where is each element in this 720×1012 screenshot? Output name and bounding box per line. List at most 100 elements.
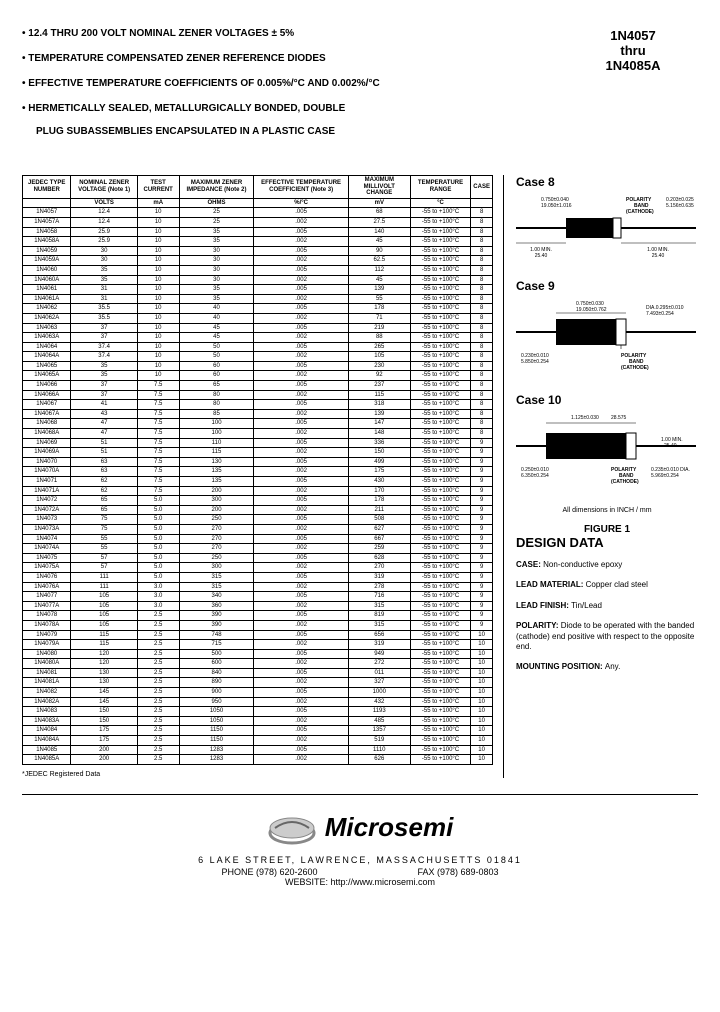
table-row: 1N4076A1113.0315.002278-55 to +100°C9 <box>23 582 493 592</box>
table-row: 1N4070637.5130.005499-55 to +100°C9 <box>23 457 493 467</box>
website: WEBSITE: http://www.microsemi.com <box>22 877 698 887</box>
table-row: 1N4061311035.005139-55 to +100°C8 <box>23 285 493 295</box>
case-10-block: Case 10 1.125±0.030 28.575 1.00 MIN. 25.… <box>516 393 698 493</box>
table-row: 1N4057A12.41025.00227.5-55 to +100°C8 <box>23 217 493 227</box>
col-zz: MAXIMUM ZENER IMPEDANCE (Note 2) <box>179 176 254 199</box>
table-body: 1N405712.41025.00568-55 to +100°C81N4057… <box>23 208 493 764</box>
divider <box>22 794 698 795</box>
svg-text:(CATHODE): (CATHODE) <box>626 209 654 215</box>
table-row: 1N4061A311035.00255-55 to +100°C8 <box>23 294 493 304</box>
part-range: 1N4057 thru 1N4085A <box>568 18 698 147</box>
design-lead-material: LEAD MATERIAL: Copper clad steel <box>516 580 698 590</box>
figure-region: Case 8 1.00 MIN. 25.40 1.00 MIN. 25.40 0… <box>503 175 698 778</box>
case-8-block: Case 8 1.00 MIN. 25.40 1.00 MIN. 25.40 0… <box>516 175 698 265</box>
table-row: 1N4071A627.5200.002170-55 to +100°C9 <box>23 486 493 496</box>
table-row: 1N4083A1502.51050.002485-55 to +100°C10 <box>23 716 493 726</box>
table-row: 1N4072655.0300.005178-55 to +100°C9 <box>23 496 493 506</box>
table-row: 1N4058A25.91035.00245-55 to +100°C8 <box>23 237 493 247</box>
table-row: 1N4074A555.0270.002259-55 to +100°C9 <box>23 544 493 554</box>
company-name: Microsemi <box>325 812 454 843</box>
case-9-block: Case 9 0.750±0.030 19.050±0.762 DIA.0.29… <box>516 279 698 379</box>
svg-text:25.40: 25.40 <box>535 253 548 259</box>
table-row: 1N4066377.565.005237-55 to +100°C8 <box>23 381 493 391</box>
table-row: 1N4079A1152.5715.002319-55 to +100°C10 <box>23 640 493 650</box>
table-row: 1N4063371045.005219-55 to +100°C8 <box>23 323 493 333</box>
phone: PHONE (978) 620-2600 <box>221 867 317 877</box>
main-row: JEDEC TYPE NUMBER NOMINAL ZENER VOLTAGE … <box>22 175 698 778</box>
fax: FAX (978) 689-0803 <box>418 867 499 877</box>
table-row: 1N40791152.5748.005656-55 to +100°C10 <box>23 630 493 640</box>
design-polarity: POLARITY: Diode to be operated with the … <box>516 621 698 652</box>
svg-text:25.40: 25.40 <box>652 253 665 259</box>
table-row: 1N4059A301030.00262.5-55 to +100°C8 <box>23 256 493 266</box>
logo-row: Microsemi <box>22 811 698 845</box>
case-8-diagram: 1.00 MIN. 25.40 1.00 MIN. 25.40 0.750±0.… <box>516 193 696 263</box>
col-vz: NOMINAL ZENER VOLTAGE (Note 1) <box>71 176 137 199</box>
table-row: 1N4080A1202.5600.002272-55 to +100°C10 <box>23 659 493 669</box>
table-row: 1N40811302.5840.005011-55 to +100°C10 <box>23 668 493 678</box>
table-row: 1N4068477.5100.005147-55 to +100°C8 <box>23 419 493 429</box>
col-tc: EFFECTIVE TEMPERATURE COEFFICIENT (Note … <box>254 176 348 199</box>
table-row: 1N40761115.0315.005319-55 to +100°C9 <box>23 572 493 582</box>
table-row: 1N4068A477.5100.002148-55 to +100°C8 <box>23 429 493 439</box>
table-row: 1N4069A517.5115.002150-55 to +100°C9 <box>23 448 493 458</box>
case-10-diagram: 1.125±0.030 28.575 1.00 MIN. 25.40 0.250… <box>516 411 696 491</box>
table-row: 1N4067A437.585.002139-55 to +100°C8 <box>23 409 493 419</box>
svg-text:1.125±0.030: 1.125±0.030 <box>571 415 599 421</box>
case-9-title: Case 9 <box>516 279 698 293</box>
table-row: 1N4075575.0250.005628-55 to +100°C9 <box>23 553 493 563</box>
svg-text:5.850±0.254: 5.850±0.254 <box>521 359 549 365</box>
table-row: 1N4073A755.0270.002627-55 to +100°C9 <box>23 524 493 534</box>
header-row-units: VOLTS mA OHMS %/°C mV °C <box>23 198 493 208</box>
svg-text:7.493±0.254: 7.493±0.254 <box>646 311 674 317</box>
svg-text:6.350±0.254: 6.350±0.254 <box>521 473 549 479</box>
table-row: 1N4060351030.005112-55 to +100°C8 <box>23 265 493 275</box>
bullet-3: EFFECTIVE TEMPERATURE COEFFICIENTS OF 0.… <box>22 76 568 91</box>
svg-text:(CATHODE): (CATHODE) <box>611 479 639 485</box>
table-note: *JEDEC Registered Data <box>22 771 493 778</box>
table-row: 1N4081A1302.5890.002327-55 to +100°C10 <box>23 678 493 688</box>
table-row: 1N40831502.51050.0051193-55 to +100°C10 <box>23 707 493 717</box>
case-9-diagram: 0.750±0.030 19.050±0.762 DIA.0.295±0.010… <box>516 297 696 377</box>
address: 6 LAKE STREET, LAWRENCE, MASSACHUSETTS 0… <box>22 855 698 865</box>
table-row: 1N40771053.0340.005716-55 to +100°C9 <box>23 592 493 602</box>
table-row: 1N4075A575.0300.002270-55 to +100°C9 <box>23 563 493 573</box>
case-8-title: Case 8 <box>516 175 698 189</box>
header-row-1: JEDEC TYPE NUMBER NOMINAL ZENER VOLTAGE … <box>23 176 493 199</box>
svg-text:25.40: 25.40 <box>664 443 677 449</box>
design-lead-finish: LEAD FINISH: Tin/Lead <box>516 601 698 611</box>
col-temp: TEMPERATURE RANGE <box>410 176 470 199</box>
part-from: 1N4057 <box>568 28 698 43</box>
spec-table: JEDEC TYPE NUMBER NOMINAL ZENER VOLTAGE … <box>22 175 493 765</box>
table-row: 1N40781052.5390.005819-55 to +100°C9 <box>23 611 493 621</box>
table-row: 1N406437.41050.005265-55 to +100°C8 <box>23 342 493 352</box>
col-jedec: JEDEC TYPE NUMBER <box>23 176 71 199</box>
table-row: 1N4071627.5135.005430-55 to +100°C9 <box>23 477 493 487</box>
figure-label: FIGURE 1 <box>516 524 698 535</box>
table-region: JEDEC TYPE NUMBER NOMINAL ZENER VOLTAGE … <box>22 175 503 778</box>
table-row: 1N4069517.5110.005336-55 to +100°C9 <box>23 438 493 448</box>
bullet-1: 12.4 THRU 200 VOLT NOMINAL ZENER VOLTAGE… <box>22 26 568 41</box>
table-row: 1N40852002.51283.0051110-55 to +100°C10 <box>23 745 493 755</box>
table-row: 1N406235.51040.005178-55 to +100°C8 <box>23 304 493 314</box>
table-row: 1N4062A35.51040.00271-55 to +100°C8 <box>23 313 493 323</box>
table-row: 1N4072A655.0200.002211-55 to +100°C9 <box>23 505 493 515</box>
table-row: 1N4070A637.5135.002175-55 to +100°C9 <box>23 467 493 477</box>
table-row: 1N4059301030.00590-55 to +100°C8 <box>23 246 493 256</box>
design-mounting: MOUNTING POSITION: Any. <box>516 662 698 672</box>
table-row: 1N4064A37.41050.002105-55 to +100°C8 <box>23 352 493 362</box>
part-mid: thru <box>568 43 698 58</box>
case-10-title: Case 10 <box>516 393 698 407</box>
header-row: 12.4 THRU 200 VOLT NOMINAL ZENER VOLTAGE… <box>22 18 698 147</box>
design-case: CASE: Non-conductive epoxy <box>516 560 698 570</box>
table-row: 1N4082A1452.5950.002432-55 to +100°C10 <box>23 697 493 707</box>
table-row: 1N4065351060.005230-55 to +100°C8 <box>23 361 493 371</box>
bullet-4: HERMETICALLY SEALED, METALLURGICALLY BON… <box>22 101 568 116</box>
table-row: 1N4085A2002.51283.002626-55 to +100°C10 <box>23 755 493 765</box>
table-row: 1N40821452.5900.0051000-55 to +100°C10 <box>23 688 493 698</box>
table-row: 1N4066A377.580.002115-55 to +100°C8 <box>23 390 493 400</box>
bullet-2: TEMPERATURE COMPENSATED ZENER REFERENCE … <box>22 51 568 66</box>
table-row: 1N40801202.5500.005949-55 to +100°C10 <box>23 649 493 659</box>
svg-text:19.050±0.762: 19.050±0.762 <box>576 307 607 313</box>
col-mv: MAXIMUM MILLIVOLT CHANGE <box>348 176 410 199</box>
